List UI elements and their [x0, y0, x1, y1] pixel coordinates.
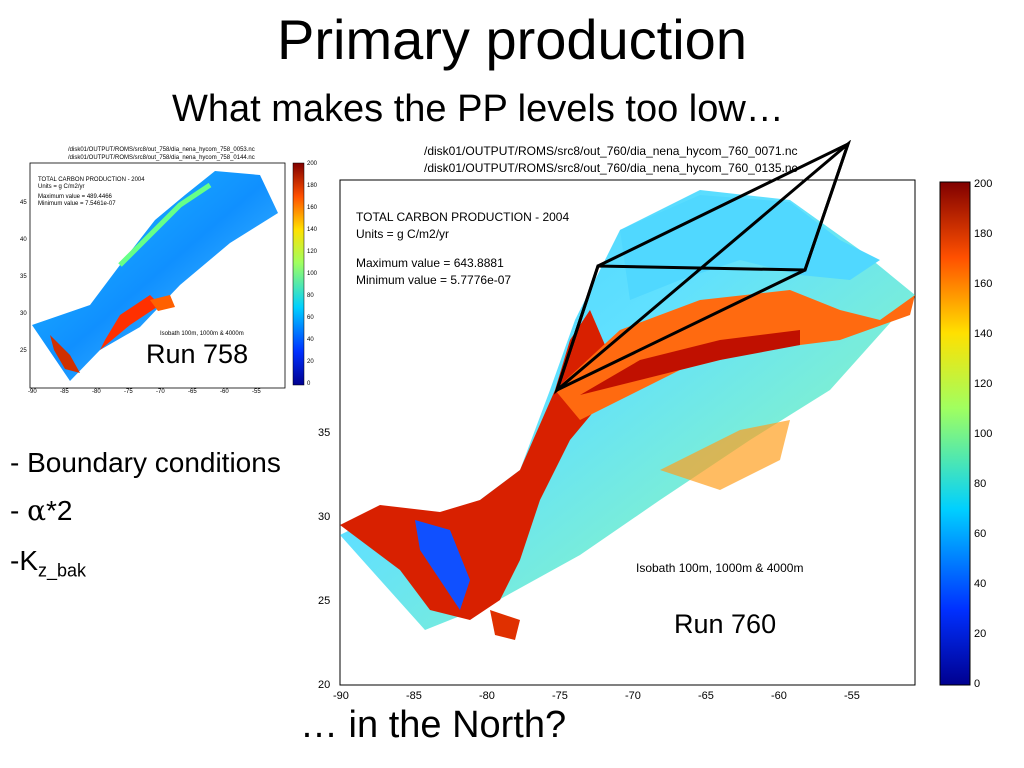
run-758-y-tick: 30: [20, 311, 27, 317]
run-760-info-min: Minimum value = 5.7776e-07: [356, 273, 512, 287]
slide-subtitle: What makes the PP levels too low…: [172, 88, 784, 130]
run-760-y-tick: 35: [318, 427, 331, 439]
run-760-info-max: Maximum value = 643.8881: [356, 256, 504, 270]
run-760-map: /disk01/OUTPUT/ROMS/src8/out_760/dia_nen…: [318, 140, 1010, 705]
run-758-y-tick: 40: [20, 237, 27, 243]
run-758-colorbar-tick: 60: [307, 315, 314, 321]
run-758-x-tick: -65: [188, 389, 197, 395]
run-760-colorbar-tick: 120: [974, 378, 993, 390]
bullet-alpha: - α*2: [10, 494, 73, 528]
run-758-colorbar-tick: 80: [307, 293, 314, 299]
run-758-map-graphic: [29, 162, 305, 389]
bullet-alpha-suffix: *2: [46, 495, 73, 526]
run-760-map-graphic: [339, 140, 971, 686]
run-758-info-title: TOTAL CARBON PRODUCTION - 2004: [38, 177, 145, 183]
bullet-boundary-conditions: - Boundary conditions: [10, 447, 281, 478]
run-758-path-1: /disk01/OUTPUT/ROMS/src8/out_758/dia_nen…: [68, 147, 255, 153]
run-760-colorbar-tick: 180: [974, 228, 993, 240]
run-758-colorbar-tick: 100: [307, 271, 318, 277]
run-758-x-tick: -70: [156, 389, 165, 395]
slide-title: Primary production: [277, 8, 747, 71]
run-760-path-2: /disk01/OUTPUT/ROMS/src8/out_760/dia_nen…: [424, 161, 798, 175]
run-758-x-tick: -55: [252, 389, 261, 395]
run-758-y-tick: 25: [20, 348, 27, 354]
run-760-colorbar-tick: 40: [974, 578, 987, 590]
run-760-label: Run 760: [674, 609, 777, 639]
run-760-colorbar-tick: 200: [974, 178, 993, 190]
run-760-y-tick: 20: [318, 679, 331, 691]
run-758-info: TOTAL CARBON PRODUCTION - 2004 Units = g…: [38, 177, 145, 208]
alpha-symbol: α: [27, 494, 47, 527]
run-758-colorbar-tick: 120: [307, 249, 318, 255]
run-760-colorbar-tick: 0: [974, 678, 981, 690]
run-758-isobath: Isobath 100m, 1000m & 4000m: [160, 331, 244, 337]
run-758-x-tick: -85: [60, 389, 69, 395]
run-758-colorbar-tick: 0: [307, 381, 311, 387]
run-760-x-tick: -60: [771, 690, 787, 702]
run-760-x-tick: -80: [479, 690, 495, 702]
run-760-path-1: /disk01/OUTPUT/ROMS/src8/out_760/dia_nen…: [424, 144, 798, 158]
run-760-info: TOTAL CARBON PRODUCTION - 2004 Units = g…: [356, 209, 569, 289]
bullet-kz-prefix: -K: [10, 545, 38, 576]
run-758-colorbar-tick: 180: [307, 183, 318, 189]
run-758-info-max: Maximum value = 489.4466: [38, 194, 112, 200]
run-760-y-tick: 25: [318, 595, 331, 607]
run-760-info-title: TOTAL CARBON PRODUCTION - 2004: [356, 210, 570, 224]
run-758-info-units: Units = g C/m2/yr: [38, 184, 85, 190]
run-758-colorbar-tick: 160: [307, 205, 318, 211]
run-760-x-tick: -55: [844, 690, 860, 702]
run-758-path-2: /disk01/OUTPUT/ROMS/src8/out_758/dia_nen…: [68, 155, 255, 161]
run-758-colorbar-tick: 20: [307, 359, 314, 365]
run-760-colorbar-tick: 60: [974, 528, 987, 540]
run-758-x-tick: -80: [92, 389, 101, 395]
run-760-y-tick: 30: [318, 511, 331, 523]
run-758-map: /disk01/OUTPUT/ROMS/src8/out_758/dia_nen…: [10, 145, 320, 400]
run-760-colorbar-tick: 100: [974, 428, 993, 440]
run-758-y-tick: 35: [20, 274, 27, 280]
run-760-x-tick: -85: [406, 690, 422, 702]
run-760-x-tick: -90: [333, 690, 349, 702]
run-760-colorbar-tick: 20: [974, 628, 987, 640]
run-758-info-min: Minimum value = 7.5461e-07: [38, 201, 116, 207]
run-758-y-tick: 45: [20, 200, 27, 206]
run-760-x-tick: -65: [698, 690, 714, 702]
run-758-colorbar-tick: 40: [307, 337, 314, 343]
run-758-x-tick: -90: [28, 389, 37, 395]
bullet-kz-subscript: z_bak: [38, 560, 87, 581]
run-760-colorbar-tick: 80: [974, 478, 987, 490]
run-760-colorbar-tick: 160: [974, 278, 993, 290]
run-760-x-tick: -75: [552, 690, 568, 702]
run-760-colorbar-tick: 140: [974, 328, 993, 340]
run-758-colorbar-tick: 140: [307, 227, 318, 233]
bullet-kz-bak: -Kz_bak: [10, 544, 86, 588]
run-760-info-units: Units = g C/m2/yr: [356, 227, 450, 241]
run-758-label: Run 758: [146, 339, 249, 369]
bottom-question: … in the North?: [300, 704, 567, 746]
run-760-x-tick: -70: [625, 690, 641, 702]
run-758-colorbar-tick: 200: [307, 161, 318, 167]
run-758-x-tick: -60: [220, 389, 229, 395]
run-758-x-tick: -75: [124, 389, 133, 395]
run-760-isobath: Isobath 100m, 1000m & 4000m: [636, 561, 804, 575]
bullet-alpha-prefix: -: [10, 495, 28, 526]
